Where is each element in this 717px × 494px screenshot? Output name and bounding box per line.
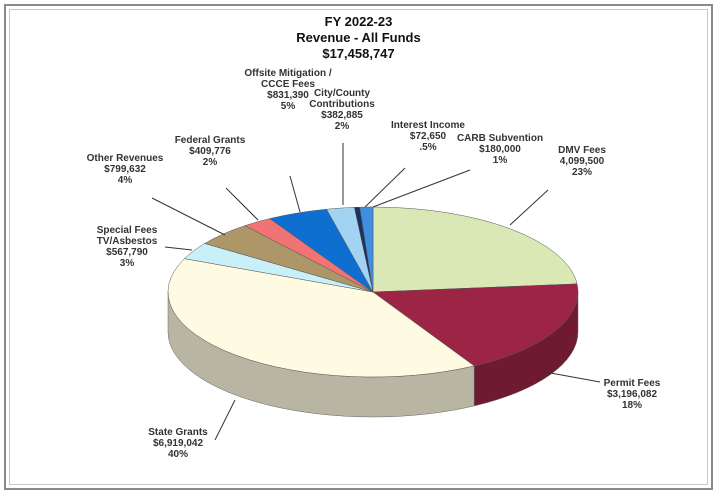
value-label: $3,196,082 (606, 389, 658, 400)
slice-label: Other Revenues $799,632 4% (70, 153, 180, 186)
slice-label: Special Fees TV/Asbestos $567,790 3% (72, 225, 182, 269)
percent-label: 2% (334, 121, 350, 132)
slice-label: CARB Subvention $180,000 1% (445, 133, 555, 166)
slice-label: Interest Income $72,650.5% (373, 120, 483, 153)
leader-line (151, 197, 226, 236)
percent-label: 40% (167, 449, 188, 460)
category-label: City/County Contributions (309, 88, 375, 110)
percent-label: 18% (621, 400, 642, 411)
category-label: CARB Subvention (456, 133, 544, 144)
leader-line (509, 189, 549, 226)
category-label: Offsite Mitigation / CCCE Fees (244, 68, 332, 90)
percent-label: 4% (117, 175, 133, 186)
frame (4, 4, 713, 490)
leader-line (289, 175, 301, 213)
chart-subtitle: Revenue - All Funds (296, 30, 421, 45)
leader-line (164, 246, 193, 251)
slice-label: City/County Contributions $382,885 2% (287, 88, 397, 132)
leader-line (225, 187, 259, 221)
percent-label: 5% (280, 101, 296, 112)
slice (372, 283, 579, 367)
chart-total: $17,458,747 (322, 46, 395, 61)
value-label: $180,000 (479, 144, 521, 155)
category-label: Interest Income (391, 120, 465, 131)
value-label: $567,790 (106, 247, 148, 258)
category-label: Federal Grants (174, 135, 246, 146)
value-label: $409,776 (189, 146, 231, 157)
percent-label: 1% (492, 155, 508, 166)
category-label: Other Revenues (86, 153, 164, 164)
slice-label: DMV Fees 4,099,500 23% (527, 145, 637, 178)
slice (359, 206, 374, 293)
value-label: $72,650 (409, 131, 447, 142)
chart-title: FY 2022-23 (324, 14, 393, 29)
leader-line (364, 167, 406, 208)
leader-line (544, 371, 601, 383)
category-label: DMV Fees (558, 145, 606, 156)
category-label: Special Fees TV/Asbestos (96, 225, 158, 247)
slice-label: Permit Fees $3,196,082 18% (577, 378, 687, 411)
value-label: 4,099,500 (559, 156, 605, 167)
category-label: Permit Fees (603, 378, 661, 389)
value-label: $831,390 (267, 90, 309, 101)
leader-line (214, 399, 236, 441)
percent-label: .5% (419, 142, 437, 153)
value-label: $799,632 (104, 164, 146, 175)
slice-label: State Grants $6,919,042 40% (123, 427, 233, 460)
slice-label: Offsite Mitigation / CCCE Fees $831,390 5% (233, 68, 343, 112)
slice (167, 258, 475, 378)
value-label: $6,919,042 (152, 438, 204, 449)
slice-label: Federal Grants $409,776 2% (155, 135, 265, 168)
value-label: $382,885 (321, 110, 363, 121)
percent-label: 23% (571, 167, 592, 178)
category-label: State Grants (148, 427, 208, 438)
percent-label: 3% (119, 258, 135, 269)
leader-line (372, 169, 471, 208)
percent-label: 2% (202, 157, 218, 168)
slice (372, 206, 578, 293)
